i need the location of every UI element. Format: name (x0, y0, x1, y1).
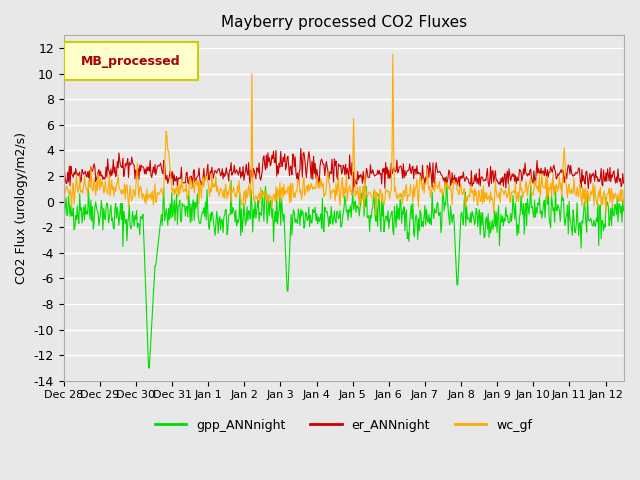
er_ANNnight (497, 175, 505, 181)
gpp_ANNnight (620, 208, 627, 214)
er_ANNnight (566, 171, 573, 177)
er_ANNnight (60, 176, 67, 181)
wc_gf (237, 195, 244, 201)
Line: gpp_ANNnight: gpp_ANNnight (63, 177, 623, 368)
er_ANNnight (349, 190, 356, 195)
wc_gf (372, 213, 380, 218)
gpp_ANNnight (497, 212, 505, 217)
er_ANNnight (237, 175, 244, 181)
wc_gf (620, 202, 627, 207)
gpp_ANNnight (428, 189, 436, 195)
FancyBboxPatch shape (63, 42, 198, 80)
wc_gf (566, 190, 573, 196)
Line: wc_gf: wc_gf (63, 55, 623, 216)
Line: er_ANNnight: er_ANNnight (63, 148, 623, 192)
gpp_ANNnight (443, 174, 451, 180)
gpp_ANNnight (60, 206, 67, 212)
Text: MB_processed: MB_processed (81, 55, 180, 68)
wc_gf (218, 188, 225, 194)
Title: Mayberry processed CO2 Fluxes: Mayberry processed CO2 Fluxes (221, 15, 467, 30)
Legend: gpp_ANNnight, er_ANNnight, wc_gf: gpp_ANNnight, er_ANNnight, wc_gf (150, 414, 538, 437)
gpp_ANNnight (218, 217, 226, 223)
gpp_ANNnight (145, 365, 152, 371)
er_ANNnight (297, 145, 305, 151)
wc_gf (196, 188, 204, 193)
wc_gf (60, 181, 67, 187)
gpp_ANNnight (566, 216, 573, 222)
wc_gf (497, 185, 505, 191)
Y-axis label: CO2 Flux (urology/m2/s): CO2 Flux (urology/m2/s) (15, 132, 28, 284)
er_ANNnight (196, 180, 204, 185)
wc_gf (429, 187, 436, 192)
er_ANNnight (218, 171, 225, 177)
er_ANNnight (620, 180, 627, 186)
gpp_ANNnight (198, 213, 205, 219)
wc_gf (389, 52, 397, 58)
er_ANNnight (429, 160, 436, 166)
gpp_ANNnight (237, 206, 245, 212)
